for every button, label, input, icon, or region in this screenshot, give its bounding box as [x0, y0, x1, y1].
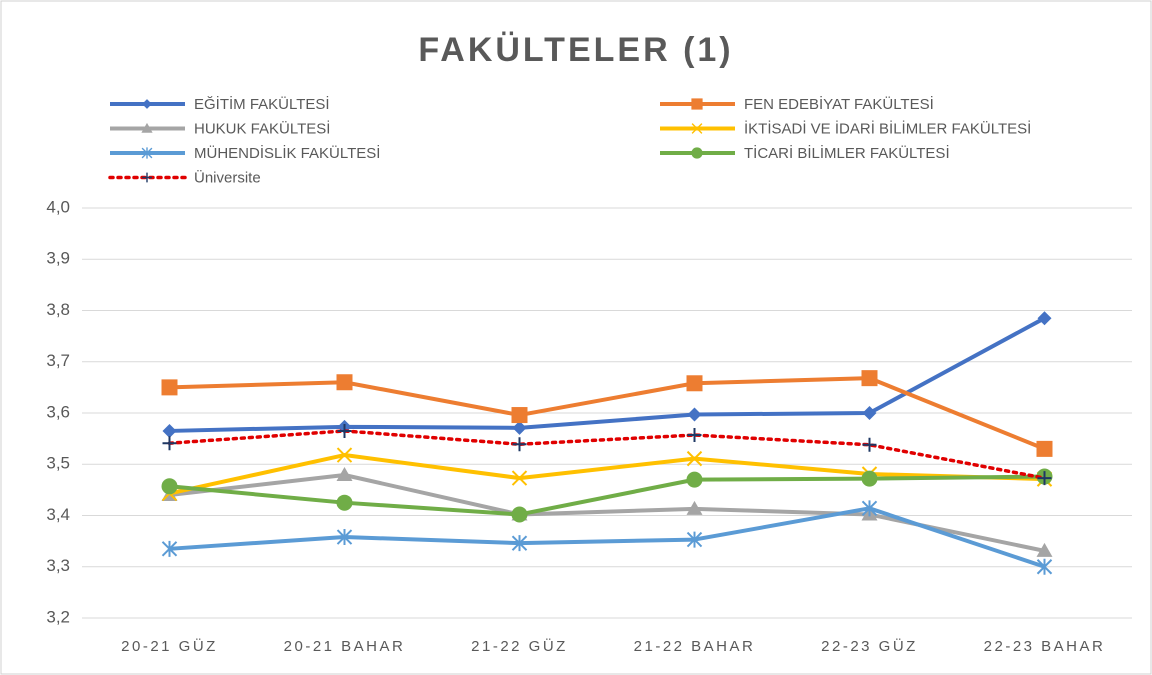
marker — [336, 529, 353, 546]
marker — [337, 423, 352, 438]
legend-marker — [141, 147, 153, 159]
y-tick-label: 4,0 — [46, 197, 70, 216]
legend-label: HUKUK FAKÜLTESİ — [194, 119, 330, 137]
y-tick-label: 3,3 — [46, 556, 70, 575]
x-tick-label: 22-23 GÜZ — [821, 637, 918, 655]
series-line — [169, 376, 1046, 451]
marker — [162, 436, 177, 451]
marker — [1037, 471, 1052, 486]
legend-marker — [142, 172, 152, 183]
series-line — [169, 453, 1045, 496]
marker — [1036, 558, 1053, 575]
series-line — [169, 506, 1046, 569]
marker — [511, 407, 528, 424]
marker — [1036, 542, 1053, 557]
chart-title: FAKÜLTELER (1) — [418, 31, 733, 69]
legend-marker — [141, 122, 153, 133]
series-line — [169, 473, 1045, 553]
y-tick-label: 3,4 — [46, 505, 70, 524]
marker — [861, 370, 878, 387]
marker — [336, 467, 353, 482]
legend-label: FEN EDEBİYAT FAKÜLTESİ — [744, 95, 934, 113]
marker — [336, 374, 353, 391]
y-tick-label: 3,5 — [46, 454, 70, 473]
legend-label: İKTİSADİ VE İDARİ BİLİMLER FAKÜLTESİ — [744, 119, 1031, 137]
marker — [336, 447, 353, 463]
marker — [511, 470, 528, 486]
marker — [686, 531, 703, 548]
marker — [686, 375, 703, 392]
marker — [161, 379, 178, 396]
y-tick-label: 3,2 — [46, 607, 70, 626]
legend-label: EĞİTİM FAKÜLTESİ — [194, 95, 330, 113]
marker — [687, 407, 702, 422]
series-line — [169, 474, 1045, 517]
y-tick-label: 3,9 — [46, 249, 70, 268]
x-tick-label: 21-22 BAHAR — [634, 638, 756, 655]
x-tick-label: 22-23 BAHAR — [984, 638, 1106, 655]
marker — [1036, 440, 1053, 457]
marker — [862, 437, 877, 452]
marker — [512, 420, 527, 435]
series-line — [169, 316, 1046, 433]
y-tick-label: 3,7 — [46, 351, 70, 370]
marker — [861, 470, 878, 487]
legend-label: MÜHENDİSLİK FAKÜLTESİ — [194, 144, 380, 162]
legend-marker — [691, 123, 703, 134]
marker — [861, 500, 878, 517]
legend-marker — [691, 98, 703, 110]
marker — [686, 471, 703, 488]
x-tick-label: 20-21 GÜZ — [121, 637, 218, 655]
legend-label: Üniversite — [194, 168, 261, 186]
marker — [161, 478, 178, 495]
marker — [511, 506, 528, 523]
series-line — [167, 429, 1047, 480]
marker — [511, 535, 528, 552]
y-tick-label: 3,8 — [46, 300, 70, 319]
marker — [862, 406, 877, 420]
x-tick-label: 21-22 GÜZ — [471, 637, 568, 655]
y-tick-label: 3,6 — [46, 402, 70, 421]
marker — [687, 428, 702, 443]
marker — [336, 494, 353, 511]
x-tick-label: 20-21 BAHAR — [284, 638, 406, 655]
marker — [161, 540, 178, 557]
marker — [512, 437, 527, 452]
legend-marker — [691, 147, 703, 159]
marker — [686, 450, 703, 467]
legend-label: TİCARİ BİLİMLER FAKÜLTESİ — [744, 144, 950, 162]
marker — [686, 500, 703, 515]
marker — [162, 423, 177, 438]
marker — [1037, 311, 1052, 326]
